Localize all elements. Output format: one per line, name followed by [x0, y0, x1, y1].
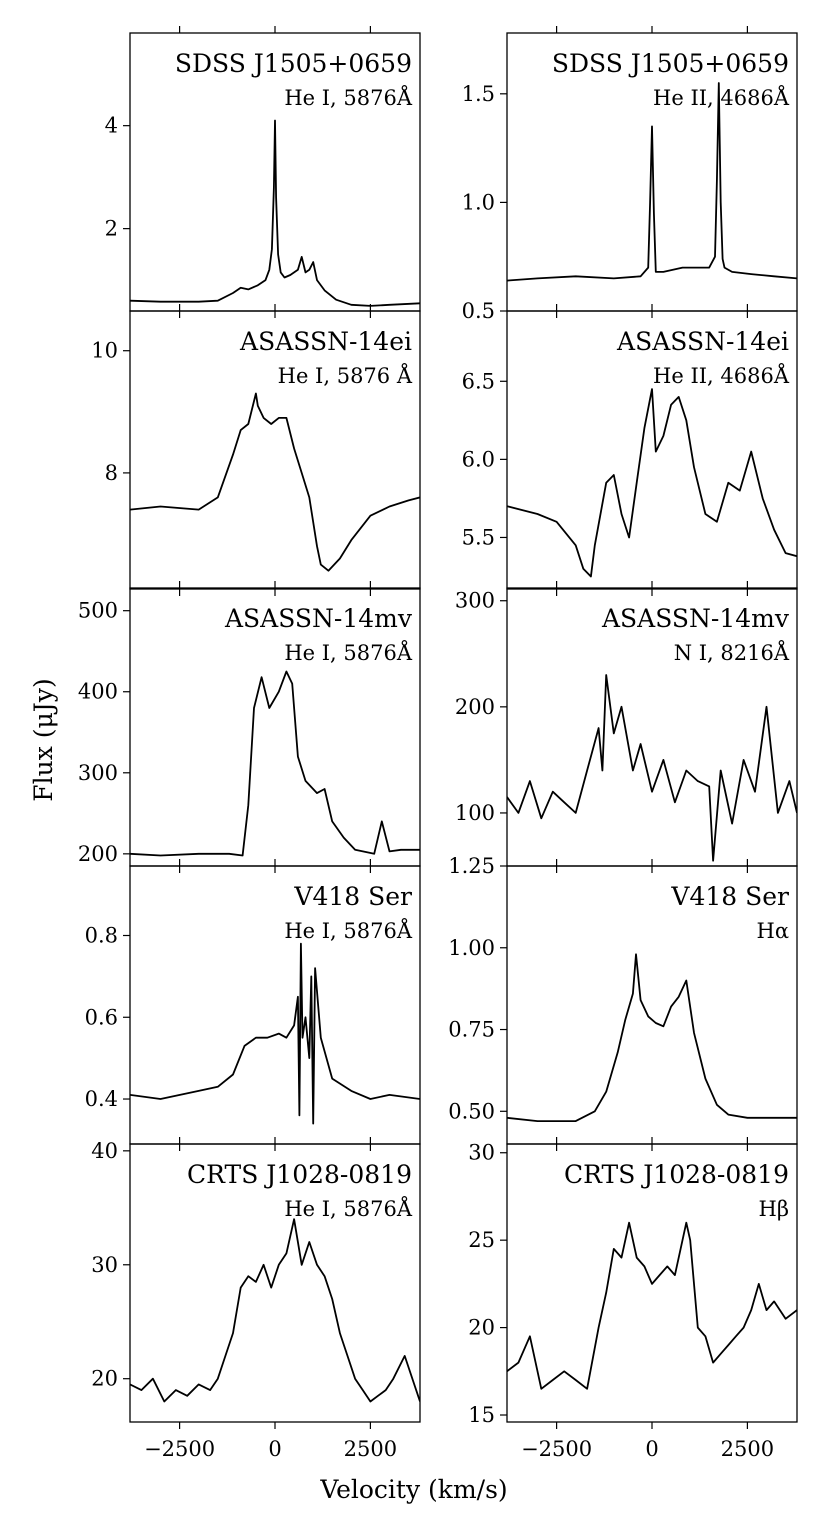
x-tick-label: 2500 [721, 1437, 774, 1461]
spectrum-line [507, 388, 797, 578]
line-id-label: He II, 4686Å [653, 363, 790, 388]
panel-2-1: 100 200 300 ASASSN-14mv N I, 8216Å [455, 581, 798, 873]
line-id-label: He I, 5876Å [284, 918, 413, 943]
y-tick-label: 300 [455, 589, 495, 613]
line-id-label: He I, 5876Å [284, 1196, 413, 1221]
x-tick-label: 0 [645, 1437, 658, 1461]
y-tick-label: 6.5 [462, 369, 495, 393]
y-tick-label: 10 [91, 339, 118, 363]
object-name-label: CRTS J1028-0819 [564, 1160, 789, 1189]
y-tick-label: 1.0 [462, 190, 495, 214]
panel-4-1: −2500 0 2500 15 20 25 30 CRTS J1028-0819 Hβ [468, 1137, 798, 1461]
y-tick-label: 2 [105, 217, 118, 241]
spectrum-line [130, 392, 420, 572]
y-tick-label: 30 [468, 1141, 495, 1165]
panel-0-0: 2 4 SDSS J1505+0659 He I, 5876Å [105, 26, 421, 318]
object-name-label: ASASSN-14mv [224, 604, 413, 633]
spectrum-line [130, 942, 420, 1125]
x-tick-label: 0 [268, 1437, 281, 1461]
spectrum-line [507, 674, 797, 862]
object-name-label: V418 Ser [670, 882, 789, 911]
panel-3-0: 0.4 0.6 0.8 V418 Ser He I, 5876Å [85, 859, 421, 1151]
line-id-label: He I, 5876Å [284, 85, 413, 110]
y-tick-label: 25 [468, 1228, 495, 1252]
y-tick-label: 1.00 [448, 936, 495, 960]
y-tick-label: 30 [91, 1253, 118, 1277]
y-tick-label: 40 [91, 1139, 118, 1163]
panel-1-0: 8 10 ASASSN-14ei He I, 5876 Å [91, 304, 421, 596]
object-name-label: ASASSN-14mv [601, 604, 790, 633]
y-tick-label: 200 [455, 695, 495, 719]
y-tick-label: 6.0 [462, 447, 495, 471]
y-tick-label: 400 [78, 680, 118, 704]
x-tick-label: −2500 [144, 1437, 215, 1461]
panel-0-1: 0.5 1.0 1.5 SDSS J1505+0659 He II, 4686Å [462, 26, 798, 323]
y-tick-label: 4 [105, 114, 118, 138]
y-tick-label: 0.5 [462, 299, 495, 323]
y-tick-label: 0.8 [85, 924, 118, 948]
object-name-label: V418 Ser [293, 882, 412, 911]
spectrum-line [507, 82, 797, 282]
spectrum-line [130, 119, 420, 307]
y-tick-label: 1.5 [462, 82, 495, 106]
spectrum-line [130, 1218, 420, 1403]
object-name-label: SDSS J1505+0659 [552, 49, 789, 78]
y-tick-label: 0.6 [85, 1005, 118, 1029]
line-id-label: Hβ [759, 1197, 789, 1221]
y-tick-label: 20 [468, 1316, 495, 1340]
y-tick-label: 5.5 [462, 525, 495, 549]
line-id-label: N I, 8216Å [674, 640, 790, 665]
y-tick-label: 20 [91, 1367, 118, 1391]
line-id-label: He I, 5876 Å [278, 363, 413, 388]
x-axis-label: Velocity (km/s) [319, 1475, 507, 1504]
object-name-label: ASASSN-14ei [616, 327, 789, 356]
panel-4-0: −2500 0 2500 20 30 40 CRTS J1028-0819 He I, 587… [91, 1137, 421, 1461]
line-id-label: He I, 5876Å [284, 640, 413, 665]
x-tick-label: −2500 [521, 1437, 592, 1461]
y-tick-label: 0.4 [85, 1087, 118, 1111]
panels: 2 4 SDSS J1505+0659 He I, 5876Å 0.5 1.0 1.5 SDS… [78, 26, 798, 1461]
y-tick-label: 300 [78, 761, 118, 785]
object-name-label: CRTS J1028-0819 [187, 1160, 412, 1189]
y-axis-label: Flux (μJy) [29, 678, 58, 801]
y-tick-label: 0.50 [448, 1099, 495, 1123]
line-id-label: He II, 4686Å [653, 85, 790, 110]
panel-1-1: 5.5 6.0 6.5 ASASSN-14ei He II, 4686Å [462, 304, 798, 596]
y-tick-label: 100 [455, 801, 495, 825]
y-tick-label: 200 [78, 842, 118, 866]
y-tick-label: 15 [468, 1403, 495, 1427]
y-tick-label: 500 [78, 599, 118, 623]
spectrum-line [507, 953, 797, 1122]
panel-2-0: 200 300 400 500 ASASSN-14mv He I, 5876Å [78, 581, 421, 873]
spectrum-line [507, 1221, 797, 1390]
y-tick-label: 1.25 [448, 854, 495, 878]
panel-3-1: 0.50 0.75 1.00 1.25 V418 Ser Hα [448, 854, 798, 1151]
spectrum-line [130, 670, 420, 857]
y-tick-label: 0.75 [448, 1018, 495, 1042]
y-tick-label: 8 [105, 461, 118, 485]
x-tick-label: 2500 [344, 1437, 397, 1461]
object-name-label: SDSS J1505+0659 [175, 49, 412, 78]
object-name-label: ASASSN-14ei [239, 327, 412, 356]
line-id-label: Hα [757, 919, 790, 943]
